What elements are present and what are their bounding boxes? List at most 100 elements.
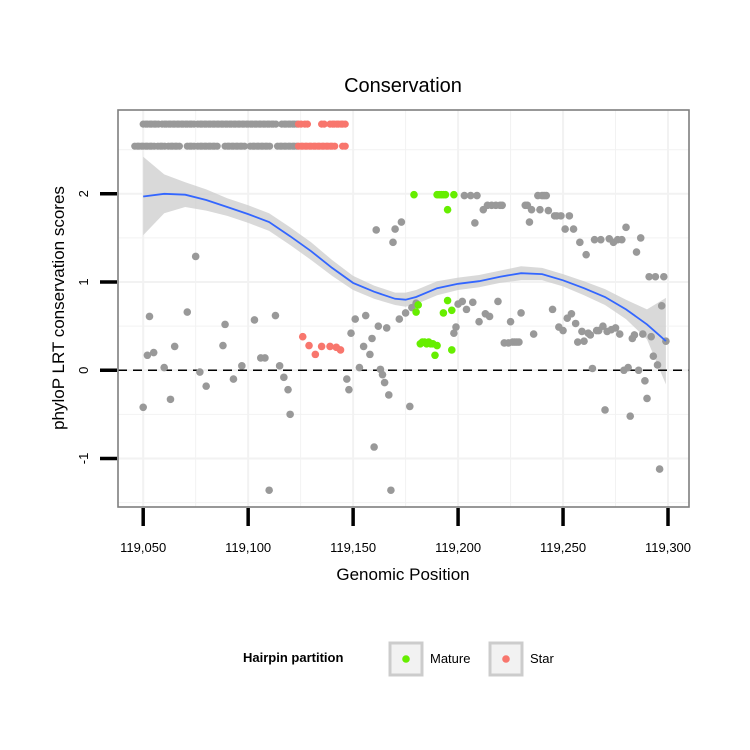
point-other: [565, 212, 574, 220]
point-other: [405, 402, 414, 411]
point-other: [347, 329, 355, 338]
point-other: [561, 225, 569, 233]
smooth-line: [143, 192, 667, 342]
point-other: [462, 305, 471, 314]
point-other: [385, 391, 393, 399]
point-other: [397, 218, 406, 226]
point-mature: [447, 346, 456, 354]
point-other: [359, 342, 368, 351]
point-other: [221, 320, 229, 329]
rug-point: [175, 142, 183, 150]
point-other: [466, 191, 475, 200]
point-other: [202, 382, 210, 390]
point-other: [149, 348, 158, 357]
point-other: [529, 330, 538, 338]
point-other: [401, 309, 410, 317]
grid-lines: [118, 110, 689, 507]
point-other: [611, 324, 620, 332]
point-other: [389, 238, 397, 247]
point-other: [653, 361, 662, 369]
point-other: [450, 329, 458, 338]
point-other: [660, 272, 668, 281]
point-other: [559, 326, 567, 335]
point-other: [639, 330, 647, 338]
rug-point: [272, 120, 280, 128]
point-other: [382, 324, 391, 332]
point-other: [588, 364, 597, 373]
y-axis: -1 0 1 2: [76, 190, 117, 464]
legend-swatch-mature: [402, 655, 410, 663]
point-mature: [410, 190, 418, 199]
point-other: [618, 235, 626, 244]
point-other: [567, 309, 576, 318]
point-other: [271, 311, 280, 320]
point-other: [494, 297, 502, 306]
point-other: [139, 403, 147, 412]
legend-swatch-star: [502, 655, 510, 663]
point-other: [145, 312, 154, 321]
point-mature: [414, 301, 422, 309]
confidence-ribbon: [143, 156, 666, 385]
point-other: [636, 234, 645, 242]
point-other: [238, 362, 246, 370]
point-other: [599, 322, 607, 330]
point-other: [601, 406, 609, 414]
point-mature: [431, 351, 439, 360]
point-other: [557, 212, 565, 220]
legend-key-mature: [388, 641, 424, 677]
point-other: [380, 378, 389, 387]
point-other: [525, 218, 534, 226]
point-other: [506, 317, 515, 326]
y-tick-label: 1: [76, 278, 91, 285]
rug-point: [331, 142, 339, 150]
point-other: [166, 395, 175, 404]
point-other: [160, 363, 168, 372]
point-other: [473, 191, 481, 200]
rug-point: [320, 120, 328, 128]
confidence-ribbon-area: [143, 156, 666, 385]
point-other: [649, 352, 658, 360]
point-other: [643, 394, 651, 403]
y-tick-label: 2: [76, 190, 91, 197]
point-other: [361, 311, 370, 320]
point-other: [615, 330, 624, 338]
point-other: [634, 366, 643, 375]
point-other: [452, 323, 460, 331]
rug-point: [213, 142, 221, 150]
point-other: [265, 486, 273, 495]
rug-point: [266, 142, 274, 150]
point-other: [626, 412, 635, 420]
rug-point: [341, 142, 349, 150]
point-other: [544, 206, 553, 215]
x-tick-label: 119,200: [435, 540, 481, 555]
point-other: [569, 225, 578, 233]
point-mature: [441, 190, 450, 199]
point-other: [576, 238, 584, 247]
point-other: [345, 385, 353, 394]
x-tick-label: 119,300: [645, 540, 691, 555]
legend-label-star: Star: [530, 651, 555, 666]
point-other: [582, 250, 590, 259]
point-star: [311, 350, 320, 359]
point-other: [597, 235, 605, 244]
point-other: [517, 309, 525, 317]
point-other: [578, 327, 586, 336]
point-other: [170, 342, 179, 351]
point-other: [475, 317, 483, 326]
point-other: [460, 191, 469, 200]
point-mature: [412, 308, 420, 316]
point-other: [191, 252, 200, 261]
point-other: [622, 223, 630, 232]
point-other: [343, 375, 351, 383]
point-other: [580, 337, 588, 345]
scatter-points: [131, 120, 670, 495]
point-other: [355, 363, 364, 372]
point-star: [336, 346, 345, 354]
legend-title: Hairpin partition: [243, 650, 343, 665]
point-other: [647, 332, 656, 341]
point-other: [374, 322, 383, 330]
x-tick-label: 119,100: [225, 540, 271, 555]
point-star: [298, 332, 307, 341]
point-other: [571, 319, 580, 328]
